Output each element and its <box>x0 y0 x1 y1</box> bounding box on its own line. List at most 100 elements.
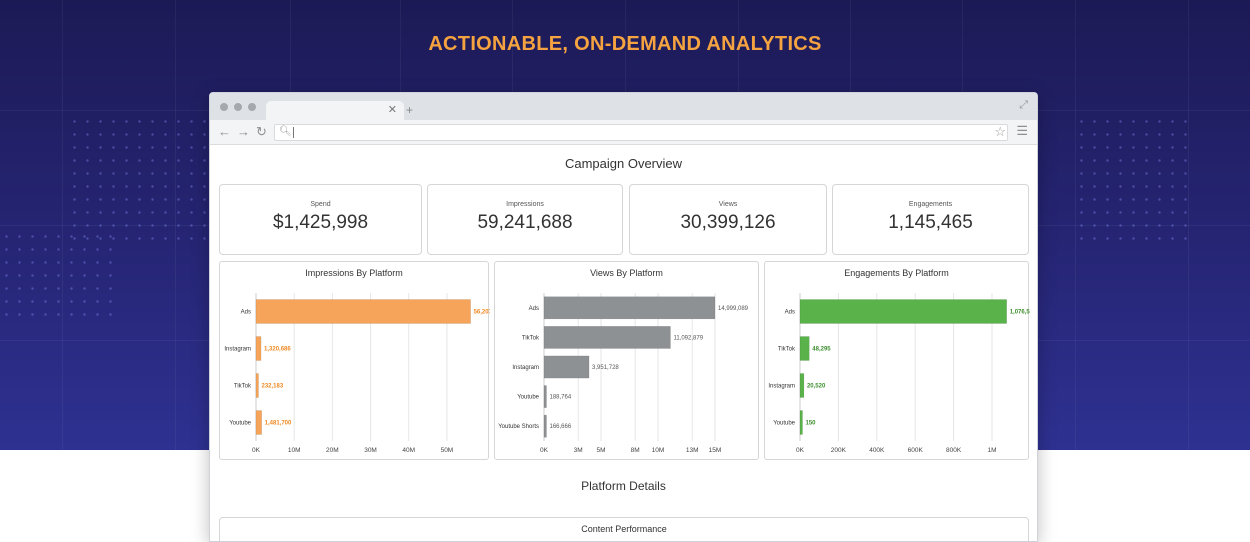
page-title: Campaign Overview <box>564 156 683 171</box>
browser-tab[interactable]: ✕ <box>266 101 404 120</box>
bar <box>543 355 590 379</box>
bar <box>543 414 547 438</box>
star-icon[interactable]: ☆ <box>994 124 1006 139</box>
category-label: Youtube Shorts <box>498 424 539 430</box>
tab-bar: ✕ + ⤢ <box>210 93 1037 120</box>
category-label: Ads <box>241 310 251 316</box>
data-label: 1,076,500 <box>1010 310 1030 316</box>
browser-window: ✕ + ⤢ ← → ↻ 🔍︎ ☆ ☰ Campaign Overview Spe… <box>209 92 1038 542</box>
grid-decor <box>62 0 63 450</box>
kpi-value: $1,425,998 <box>272 212 369 233</box>
forward-arrow-icon[interactable]: → <box>237 124 250 139</box>
kpi-card-views: Views 30,399,126 <box>629 184 827 255</box>
kpi-label: Views <box>718 201 738 208</box>
x-tick-label: 13M <box>686 447 699 454</box>
category-label: TikTok <box>234 384 252 390</box>
category-label: Youtube <box>229 421 251 427</box>
data-label: 232,183 <box>262 384 284 390</box>
kpi-value: 59,241,688 <box>477 212 573 233</box>
bar <box>799 336 810 361</box>
x-tick-label: 10M <box>288 447 301 454</box>
x-tick-label: 20M <box>326 447 339 454</box>
data-label: 14,999,089 <box>718 306 749 312</box>
address-bar[interactable]: 🔍︎ <box>274 124 1008 141</box>
x-tick-label: 0K <box>796 447 805 454</box>
kpi-label: Impressions <box>506 201 544 208</box>
views-chart-panel: Views By Platform 0K 3M 5M 8M 10M 13M 15M Ads 14… <box>494 261 759 460</box>
dashboard-content: Campaign Overview Spend $1,425,998 Impre… <box>210 145 1037 541</box>
kpi-value: 1,145,465 <box>888 212 973 233</box>
search-icon: 🔍︎ <box>279 126 292 137</box>
x-tick-label: 3M <box>574 447 583 454</box>
category-label: Instagram <box>512 365 539 371</box>
bar <box>543 385 547 408</box>
window-control-dot[interactable] <box>220 103 228 111</box>
x-tick-label: 200K <box>831 447 847 454</box>
category-label: Instagram <box>224 347 251 353</box>
data-label: 1,320,686 <box>264 347 291 353</box>
kpi-label: Spend <box>310 201 331 208</box>
category-label: Ads <box>529 306 539 312</box>
chart-title: Impressions By Platform <box>305 268 403 278</box>
x-tick-label: 15M <box>709 447 722 454</box>
data-label: 1,481,700 <box>265 421 292 427</box>
window-control-dot[interactable] <box>234 103 242 111</box>
x-tick-label: 50M <box>441 447 454 454</box>
grid-decor <box>175 0 176 450</box>
browser-toolbar: ← → ↻ 🔍︎ ☆ ☰ <box>210 120 1037 145</box>
bar <box>255 336 262 361</box>
impressions-chart-panel: Impressions By Platform 0K 10M 20M 30M 40M 50… <box>219 261 490 460</box>
kpi-card-impressions: Impressions 59,241,688 <box>427 184 623 255</box>
kpi-card-engagements: Engagements 1,145,465 <box>832 184 1029 255</box>
x-tick-label: 400K <box>869 447 885 454</box>
dot-pattern <box>0 230 120 320</box>
kpi-label: Engagements <box>908 201 953 208</box>
data-label: 56,207,119 <box>474 310 490 316</box>
engagements-chart-panel: Engagements By Platform 0K 200K 400K 600K 80… <box>764 261 1030 460</box>
text-cursor <box>293 127 294 138</box>
data-label: 11,092,879 <box>673 335 703 341</box>
bar <box>255 373 259 398</box>
chart-title: Views By Platform <box>590 268 663 278</box>
data-label: 166,666 <box>550 424 572 430</box>
category-label: Ads <box>785 310 795 316</box>
x-tick-label: 8M <box>631 447 640 454</box>
window-control-dot[interactable] <box>248 103 256 111</box>
data-label: 3,951,728 <box>592 365 619 371</box>
data-label: 20,520 <box>807 384 826 390</box>
dot-pattern <box>68 115 208 245</box>
hero-title: ACTIONABLE, ON-DEMAND ANALYTICS <box>428 33 822 55</box>
x-tick-label: 0K <box>540 447 549 454</box>
views-chart: 0K 3M 5M 8M 10M 13M 15M Ads 14,999,089 TikTok 11,0… <box>498 293 749 454</box>
x-tick-label: 30M <box>364 447 377 454</box>
close-icon[interactable]: ✕ <box>387 104 397 116</box>
engagements-chart: 0K 200K 400K 600K 800K 1M Ads 1,076,500 TikTok 48… <box>768 293 1030 454</box>
x-tick-label: 800K <box>946 447 962 454</box>
bar <box>543 326 671 349</box>
category-label: Instagram <box>768 384 795 390</box>
category-label: TikTok <box>778 347 796 353</box>
reload-icon[interactable]: ↻ <box>256 124 267 139</box>
dot-pattern <box>1075 115 1195 245</box>
category-label: Youtube <box>517 395 539 401</box>
kpi-card-spend: Spend $1,425,998 <box>219 184 422 255</box>
data-label: 150 <box>806 421 817 427</box>
x-tick-label: 5M <box>596 447 605 454</box>
category-label: TikTok <box>522 335 540 341</box>
plus-icon[interactable]: + <box>406 103 414 117</box>
x-tick-label: 40M <box>402 447 415 454</box>
chart-title: Engagements By Platform <box>844 268 949 278</box>
expand-icon[interactable]: ⤢ <box>1019 99 1028 111</box>
content-performance-title: Content Performance <box>581 524 667 534</box>
grid-decor <box>1188 0 1189 450</box>
x-tick-label: 0K <box>252 447 261 454</box>
platform-details-title: Platform Details <box>581 479 666 493</box>
bar <box>255 299 471 324</box>
content-performance-panel: Content Performance <box>219 517 1029 541</box>
menu-icon[interactable]: ☰ <box>1016 123 1028 138</box>
data-label: 48,295 <box>812 347 831 353</box>
back-arrow-icon[interactable]: ← <box>218 124 231 139</box>
data-label: 188,764 <box>550 395 572 401</box>
bar <box>799 410 803 435</box>
bar <box>255 410 262 435</box>
